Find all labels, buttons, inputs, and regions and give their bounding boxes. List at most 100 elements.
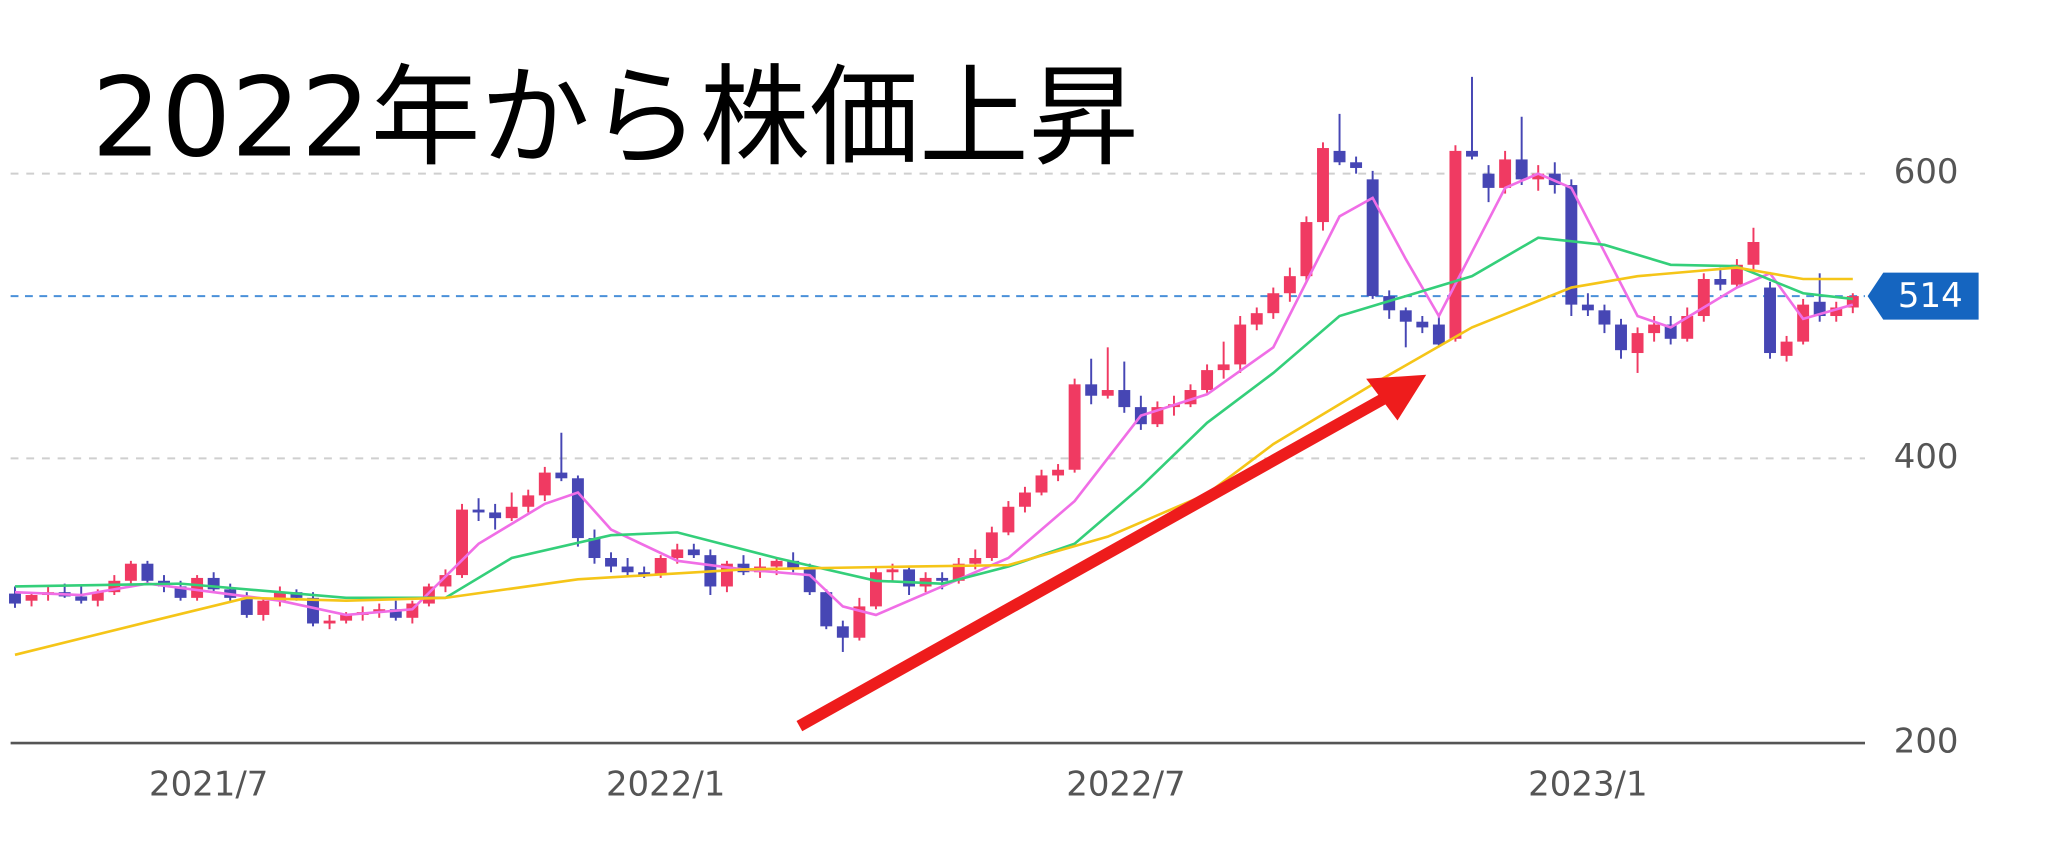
candle-body bbox=[1333, 150, 1346, 163]
candle-body bbox=[1234, 324, 1247, 365]
y-tick-label: 400 bbox=[1894, 437, 1959, 477]
candle-body bbox=[820, 592, 833, 627]
candle-body bbox=[621, 566, 634, 573]
candle-body bbox=[439, 575, 452, 587]
candle-body bbox=[1681, 316, 1694, 339]
candle-body bbox=[1217, 364, 1230, 371]
candle-body bbox=[273, 592, 286, 601]
candle-body bbox=[1184, 390, 1197, 405]
x-tick-label: 2022/7 bbox=[1066, 765, 1185, 805]
x-tick-label: 2022/1 bbox=[606, 765, 725, 805]
candle-body bbox=[389, 609, 402, 618]
candle-body bbox=[1151, 407, 1164, 425]
candle-body bbox=[1399, 310, 1412, 322]
candle-body bbox=[1250, 313, 1263, 325]
candle-body bbox=[340, 614, 353, 621]
candle-body bbox=[456, 509, 468, 576]
candle-body bbox=[290, 592, 303, 598]
candle-body bbox=[25, 595, 38, 601]
candle-body bbox=[1432, 324, 1445, 345]
candle-body bbox=[9, 593, 21, 604]
candle-body bbox=[1631, 333, 1644, 354]
candle-body bbox=[75, 596, 88, 601]
y-tick-label: 200 bbox=[1894, 722, 1959, 762]
candle-body bbox=[1118, 390, 1131, 408]
candle-body bbox=[191, 577, 204, 598]
candle-body bbox=[257, 600, 270, 615]
candle-body bbox=[1052, 469, 1065, 476]
candle-body bbox=[770, 560, 783, 567]
candle-body bbox=[787, 560, 800, 570]
candle-body bbox=[1515, 159, 1528, 180]
candle-body bbox=[1068, 384, 1081, 470]
candle-body bbox=[1846, 296, 1859, 308]
candle-body bbox=[886, 569, 899, 573]
candle-body bbox=[174, 586, 187, 598]
candle-body bbox=[505, 506, 518, 519]
candle-body bbox=[952, 563, 965, 581]
candle-body bbox=[323, 620, 336, 624]
candle-body bbox=[1581, 304, 1594, 311]
candle-body bbox=[91, 592, 104, 601]
candle-body bbox=[1615, 324, 1627, 351]
candle-body bbox=[240, 597, 253, 615]
trend-arrow bbox=[796, 393, 1388, 732]
candle-body bbox=[1664, 324, 1677, 339]
candle-body bbox=[1697, 279, 1710, 317]
candle-body bbox=[1267, 293, 1280, 314]
candle-body bbox=[1383, 296, 1396, 311]
candle-body bbox=[1482, 173, 1495, 188]
y-tick-label: 600 bbox=[1894, 152, 1959, 192]
candle-body bbox=[141, 563, 154, 581]
candle-body bbox=[1797, 304, 1810, 342]
candle-body bbox=[307, 597, 319, 624]
candle-body bbox=[1283, 276, 1296, 294]
price-tag bbox=[1867, 272, 1979, 320]
trend-arrow-head bbox=[1366, 374, 1427, 421]
candle-body bbox=[1598, 310, 1611, 325]
candle-body bbox=[720, 563, 733, 587]
candle-body bbox=[522, 495, 535, 507]
candle-body bbox=[836, 626, 849, 638]
candle-body bbox=[1714, 279, 1727, 285]
candle-body bbox=[472, 509, 485, 513]
candle-body bbox=[1466, 150, 1478, 157]
candle-body bbox=[108, 580, 121, 593]
x-tick-label: 2021/7 bbox=[149, 765, 268, 805]
candle-body bbox=[571, 478, 584, 539]
moving-average-line bbox=[14, 266, 1853, 657]
candle-body bbox=[538, 472, 551, 496]
candle-body bbox=[1747, 241, 1760, 265]
moving-average-line bbox=[14, 236, 1853, 600]
price-tag-label: 514 bbox=[1898, 276, 1963, 316]
candle-body bbox=[1366, 179, 1379, 297]
candle-body bbox=[207, 577, 220, 590]
candle-body bbox=[1565, 185, 1578, 305]
candle-body bbox=[1730, 264, 1743, 285]
candle-body bbox=[1648, 324, 1661, 334]
candle-body bbox=[737, 563, 750, 573]
candle-body bbox=[654, 558, 667, 576]
candle-body bbox=[1085, 384, 1098, 396]
candle-body bbox=[1548, 173, 1561, 186]
candle-body bbox=[422, 586, 435, 604]
candle-body bbox=[1101, 390, 1114, 396]
x-tick-label: 2023/1 bbox=[1528, 765, 1647, 805]
candle-body bbox=[1201, 370, 1214, 391]
candle-body bbox=[1532, 173, 1545, 180]
candle-body bbox=[1499, 159, 1512, 188]
candle-body bbox=[1449, 150, 1462, 339]
candle-body bbox=[406, 603, 419, 618]
chart-title: 2022年から株価上昇 bbox=[92, 54, 1139, 182]
candle-body bbox=[936, 577, 949, 581]
candle-body bbox=[1035, 475, 1048, 493]
candle-body bbox=[1830, 307, 1843, 317]
candle-body bbox=[687, 549, 700, 556]
candle-body bbox=[555, 472, 568, 479]
candle-body bbox=[1300, 222, 1313, 277]
candle-body bbox=[985, 532, 998, 559]
candle-body bbox=[1317, 148, 1329, 223]
candle-body bbox=[1002, 506, 1015, 533]
